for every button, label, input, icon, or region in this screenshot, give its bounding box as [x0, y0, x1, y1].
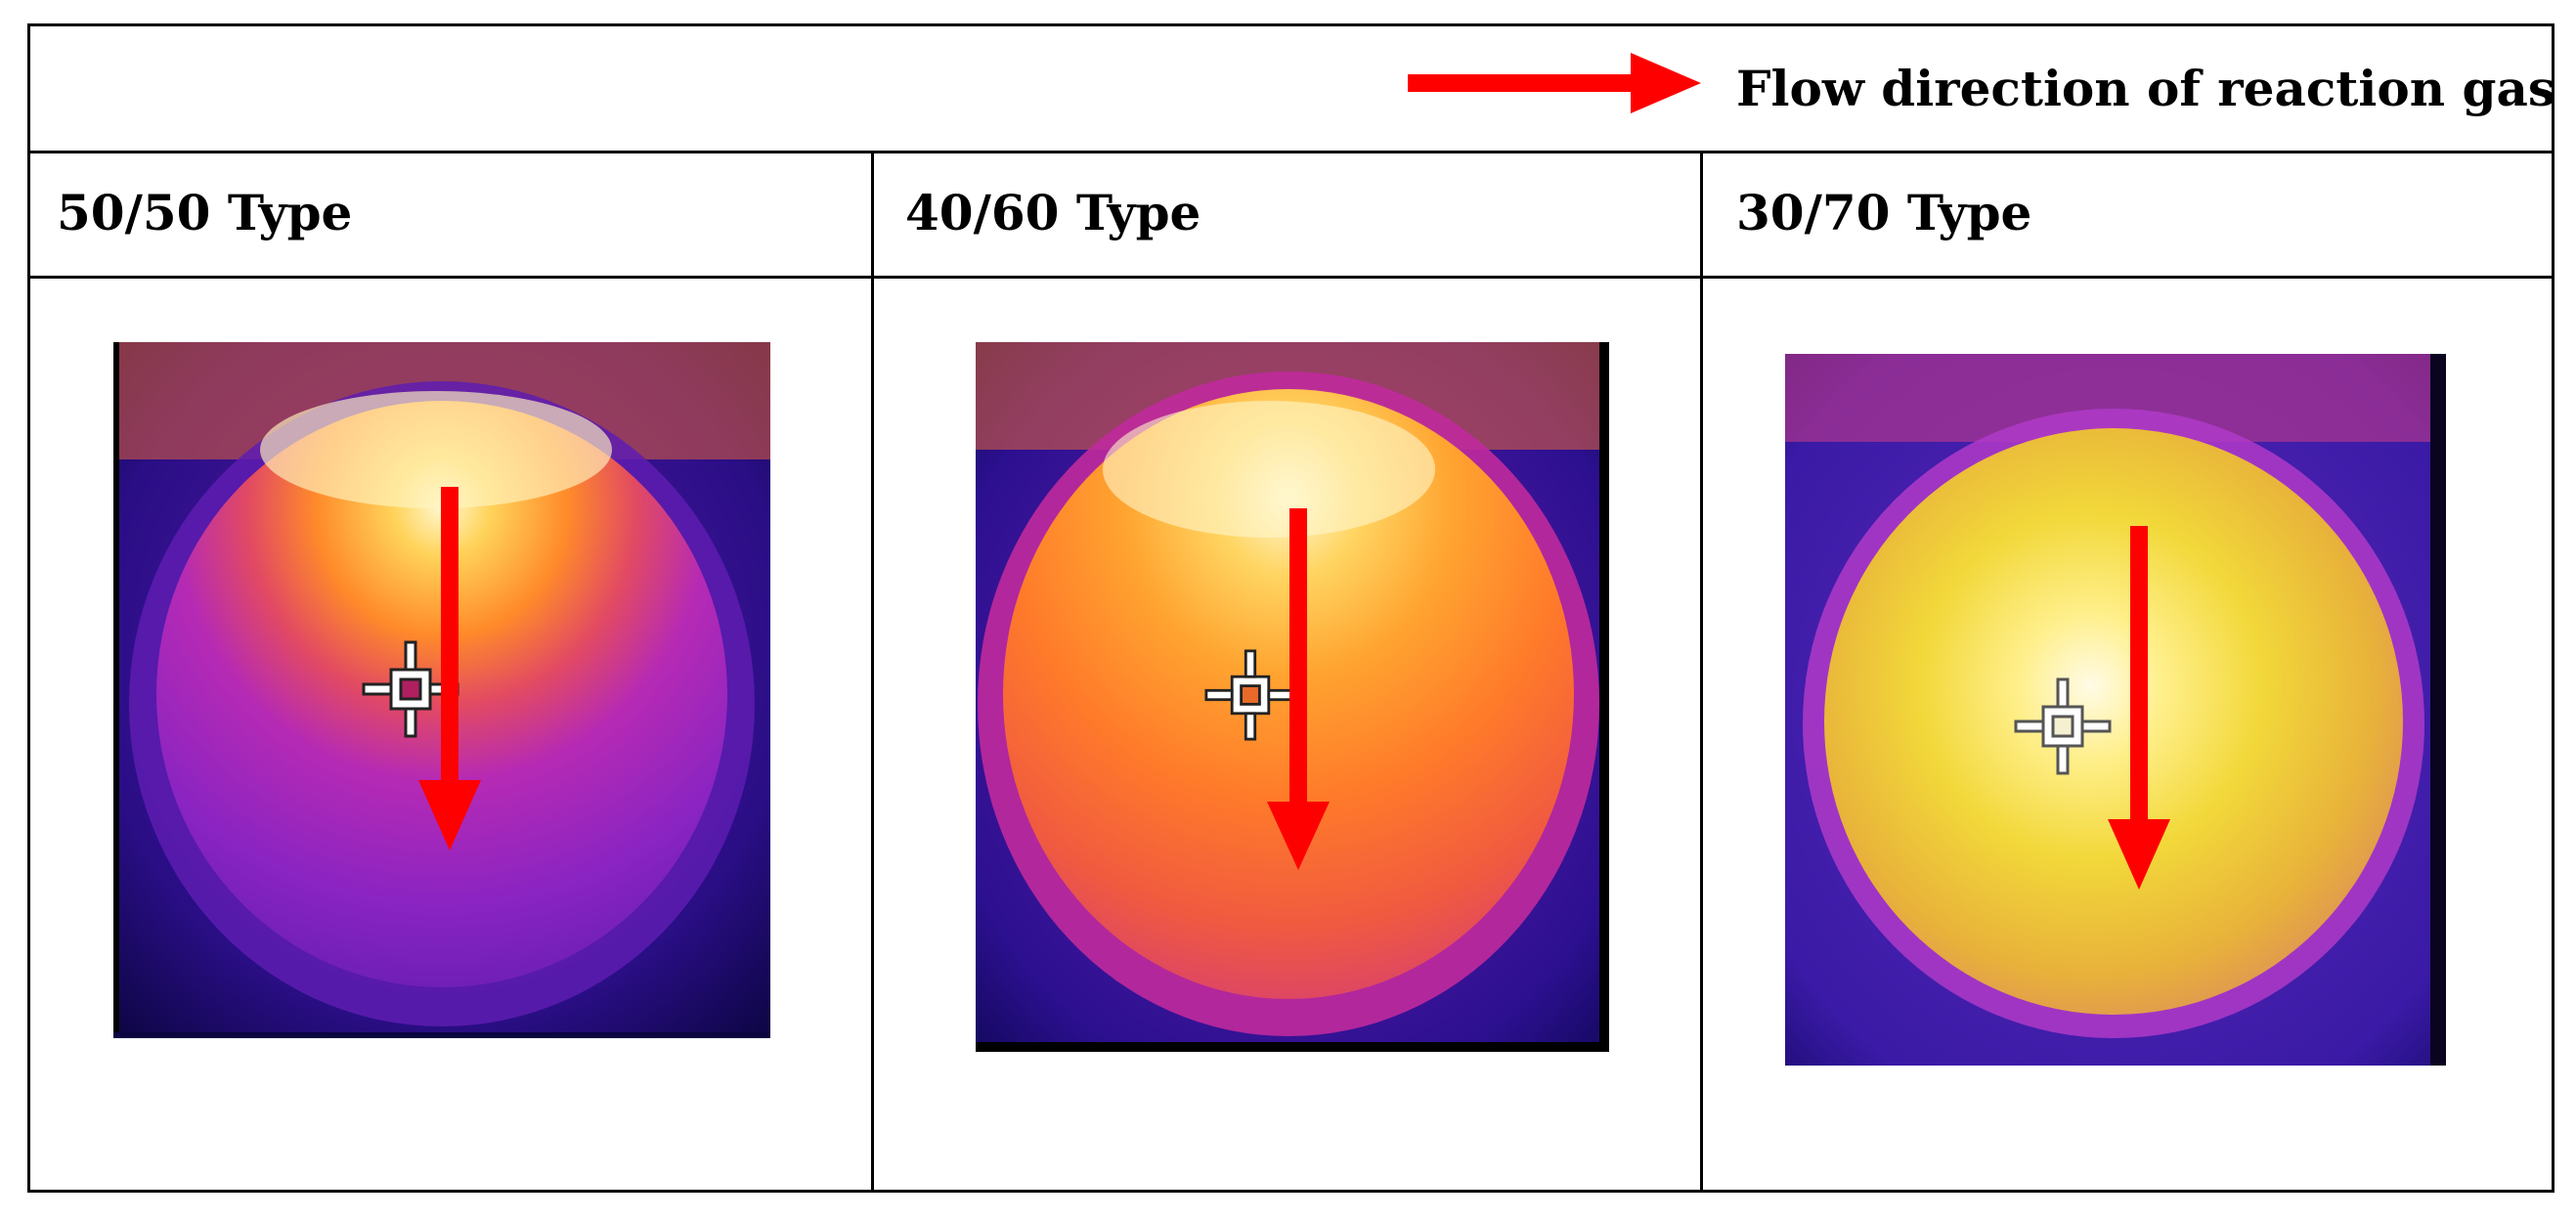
column-divider [871, 153, 874, 1193]
flow-arrow-icon [1267, 508, 1330, 870]
flow-arrow-icon [2108, 526, 2170, 890]
flow-direction-arrow-icon [1408, 53, 1701, 113]
column-title-30-70: 30/70 Type [1736, 184, 2032, 241]
flow-arrow-icon [418, 487, 481, 850]
legend-label: Flow direction of reaction gas [1736, 60, 2556, 117]
crosshair-marker-icon [1204, 649, 1296, 741]
thermal-image-50-50 [113, 342, 770, 1038]
comparison-table [27, 23, 2554, 1193]
crosshair-marker-icon [2014, 677, 2112, 775]
column-title-40-60: 40/60 Type [905, 184, 1201, 241]
column-divider [1700, 153, 1703, 1193]
column-title-50-50: 50/50 Type [57, 184, 353, 241]
thermal-image-30-70 [1785, 354, 2446, 1066]
title-row-divider [27, 276, 2554, 279]
thermal-image-40-60 [976, 342, 1609, 1052]
header-divider [27, 151, 2554, 153]
